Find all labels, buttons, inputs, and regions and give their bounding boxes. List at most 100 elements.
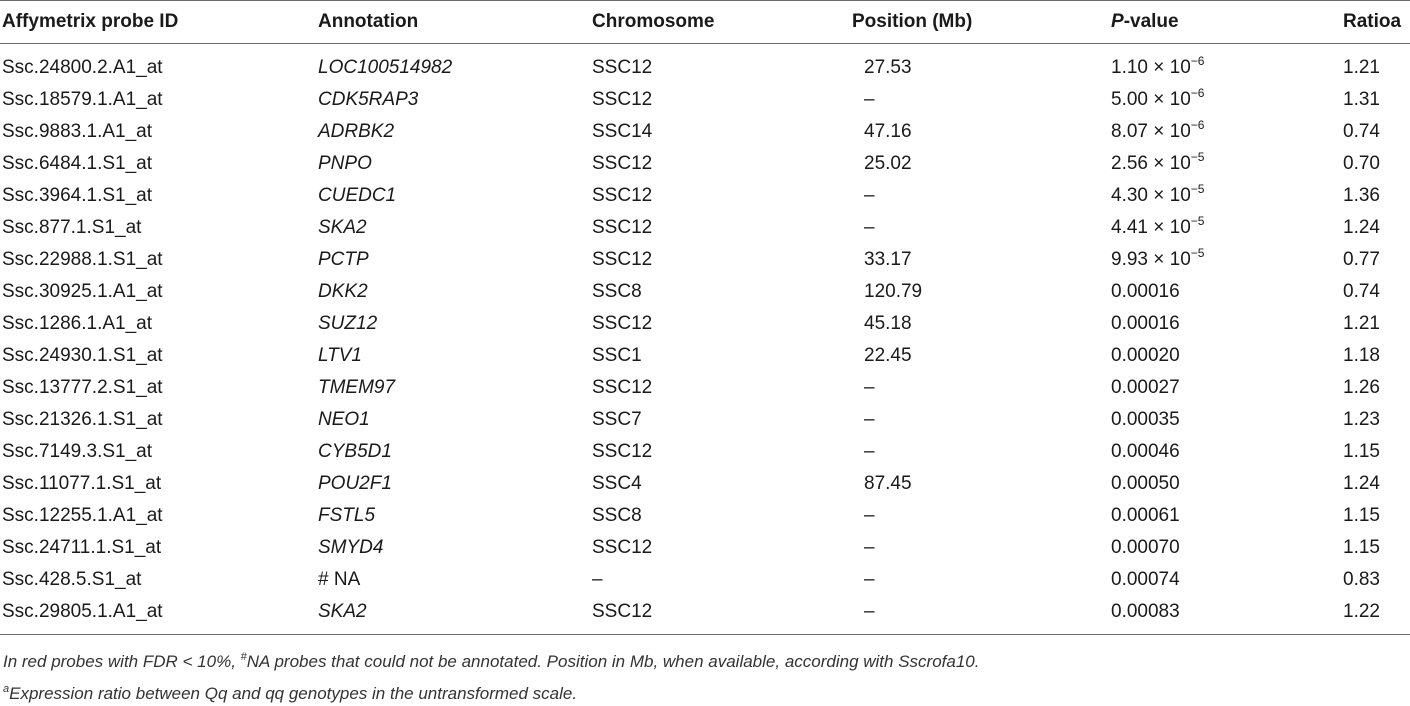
cell-chromosome: SSC12	[592, 441, 653, 462]
pvalue-exponent: −5	[1190, 246, 1205, 260]
cell-chromosome: SSC12	[592, 377, 653, 398]
cell-position: –	[864, 409, 875, 430]
pvalue-base: 0.00020	[1111, 345, 1180, 366]
cell-ratio: 1.36	[1343, 185, 1380, 206]
table-row: Ssc.21326.1.S1_at NEO1 SSC7 – 0.00035 1.23	[0, 404, 1410, 436]
table-row: Ssc.18579.1.A1_at CDK5RAP3 SSC12 – 5.00 × 10…	[0, 84, 1410, 116]
footnote-2-sup: a	[3, 683, 10, 695]
footnote-line-2: aExpression ratio between Qq and qq geno…	[3, 684, 577, 704]
table-row: Ssc.30925.1.A1_at DKK2 SSC8 120.79 0.00016 0.…	[0, 276, 1410, 308]
cell-probe-id: Ssc.21326.1.S1_at	[2, 409, 163, 430]
pvalue-base: 0.00035	[1111, 409, 1180, 430]
cell-position: 25.02	[864, 153, 912, 174]
header-pvalue-p: P	[1111, 11, 1124, 32]
cell-chromosome: SSC4	[592, 473, 642, 494]
cell-ratio: 1.22	[1343, 596, 1410, 635]
pvalue-exponent: −6	[1190, 86, 1205, 100]
table-row: Ssc.24711.1.S1_at SMYD4 SSC12 – 0.00070 1.15	[0, 532, 1410, 564]
cell-annotation: SKA2	[318, 596, 592, 635]
cell-pvalue: 4.41 × 10−5	[1111, 212, 1343, 244]
pvalue-base: 0.00016	[1111, 281, 1180, 302]
cell-pvalue: 0.00050	[1111, 468, 1343, 500]
cell-position: 33.17	[864, 249, 912, 270]
cell-chromosome: SSC12	[592, 185, 653, 206]
cell-probe-id: Ssc.13777.2.S1_at	[2, 377, 163, 398]
header-position: Position (Mb)	[852, 0, 1111, 44]
pvalue-base: 0.00016	[1111, 313, 1180, 334]
header-ratio: Ratioa	[1343, 0, 1410, 44]
cell-pvalue: 0.00035	[1111, 404, 1343, 436]
footnote-line-1: In red probes with FDR < 10%, #NA probes…	[3, 652, 979, 672]
cell-annotation: PNPO	[318, 153, 372, 174]
cell-chromosome: SSC12	[592, 596, 852, 635]
cell-position: 47.16	[864, 121, 912, 142]
cell-annotation: CDK5RAP3	[318, 89, 419, 110]
table-row: Ssc.12255.1.A1_at FSTL5 SSC8 – 0.00061 1.15	[0, 500, 1410, 532]
cell-position: –	[864, 569, 875, 590]
cell-chromosome: SSC14	[592, 121, 653, 142]
cell-pvalue: 8.07 × 10−6	[1111, 116, 1343, 148]
pvalue-base: 1.10 × 10	[1111, 57, 1191, 78]
pvalue-exponent: −5	[1190, 150, 1205, 164]
cell-probe-id: Ssc.24930.1.S1_at	[2, 345, 163, 366]
cell-ratio: 0.70	[1343, 153, 1380, 174]
pvalue-base: 0.00046	[1111, 441, 1180, 462]
cell-position: –	[864, 537, 875, 558]
pvalue-base: 0.00050	[1111, 473, 1180, 494]
table-row: Ssc.428.5.S1_at # NA – – 0.00074 0.83	[0, 564, 1410, 596]
cell-probe-id: Ssc.29805.1.A1_at	[0, 596, 318, 635]
cell-chromosome: SSC7	[592, 409, 642, 430]
cell-annotation: FSTL5	[318, 505, 376, 526]
pvalue-base: 0.00083	[1111, 601, 1180, 622]
cell-annotation: SKA2	[318, 217, 367, 238]
cell-pvalue: 0.00061	[1111, 500, 1343, 532]
table-row: Ssc.11077.1.S1_at POU2F1 SSC4 87.45 0.00050 1…	[0, 468, 1410, 500]
cell-pvalue: 4.30 × 10−5	[1111, 180, 1343, 212]
cell-chromosome: SSC12	[592, 313, 653, 334]
footnote-1a: In red probes with FDR < 10%,	[3, 652, 241, 671]
cell-ratio: 0.74	[1343, 121, 1380, 142]
cell-ratio: 1.18	[1343, 345, 1380, 366]
cell-chromosome: SSC12	[592, 153, 653, 174]
pvalue-exponent: −6	[1190, 54, 1205, 68]
cell-annotation: SMYD4	[318, 537, 384, 558]
cell-annotation: ADRBK2	[318, 121, 395, 142]
table-row: Ssc.9883.1.A1_at ADRBK2 SSC14 47.16 8.07 × 1…	[0, 116, 1410, 148]
cell-probe-id: Ssc.24800.2.A1_at	[2, 57, 163, 78]
pvalue-base: 2.56 × 10	[1111, 153, 1191, 174]
table-row: Ssc.24930.1.S1_at LTV1 SSC1 22.45 0.00020 1.1…	[0, 340, 1410, 372]
cell-annotation: NEO1	[318, 409, 370, 430]
cell-probe-id: Ssc.11077.1.S1_at	[2, 473, 162, 494]
cell-annotation: # NA	[318, 569, 361, 590]
pvalue-exponent: −6	[1190, 118, 1205, 132]
table-row: Ssc.1286.1.A1_at SUZ12 SSC12 45.18 0.00016 1.…	[0, 308, 1410, 340]
footnote-1b: NA probes that could not be annotated. P…	[246, 652, 980, 671]
cell-position: –	[864, 441, 875, 462]
cell-chromosome: SSC12	[592, 537, 653, 558]
cell-position: –	[852, 596, 1111, 635]
cell-position: 45.18	[864, 313, 912, 334]
cell-chromosome: –	[592, 569, 603, 590]
cell-pvalue: 2.56 × 10−5	[1111, 148, 1343, 180]
cell-probe-id: Ssc.6484.1.S1_at	[2, 153, 152, 174]
table-row: Ssc.6484.1.S1_at PNPO SSC12 25.02 2.56 × 10−…	[0, 148, 1410, 180]
cell-pvalue: 0.00046	[1111, 436, 1343, 468]
cell-pvalue: 0.00083	[1111, 596, 1343, 635]
cell-pvalue: 0.00074	[1111, 564, 1343, 596]
cell-chromosome: SSC12	[592, 249, 653, 270]
cell-ratio: 0.74	[1343, 281, 1380, 302]
header-probe-id: Affymetrix probe ID	[0, 0, 318, 44]
cell-chromosome: SSC12	[592, 57, 653, 78]
cell-annotation: POU2F1	[318, 473, 392, 494]
cell-pvalue: 0.00070	[1111, 532, 1343, 564]
cell-annotation: SUZ12	[318, 313, 378, 334]
cell-chromosome: SSC12	[592, 89, 653, 110]
cell-pvalue: 9.93 × 10−5	[1111, 244, 1343, 276]
table-row: Ssc.3964.1.S1_at CUEDC1 SSC12–4.30 × 10−5 1…	[0, 180, 1410, 212]
cell-ratio: 1.24	[1343, 217, 1380, 238]
cell-probe-id: Ssc.877.1.S1_at	[2, 217, 142, 238]
cell-probe-id: Ssc.24711.1.S1_at	[2, 537, 162, 558]
cell-position: 22.45	[864, 345, 912, 366]
header-pvalue: P-value	[1111, 0, 1343, 44]
cell-annotation: LOC100514982	[318, 57, 453, 78]
